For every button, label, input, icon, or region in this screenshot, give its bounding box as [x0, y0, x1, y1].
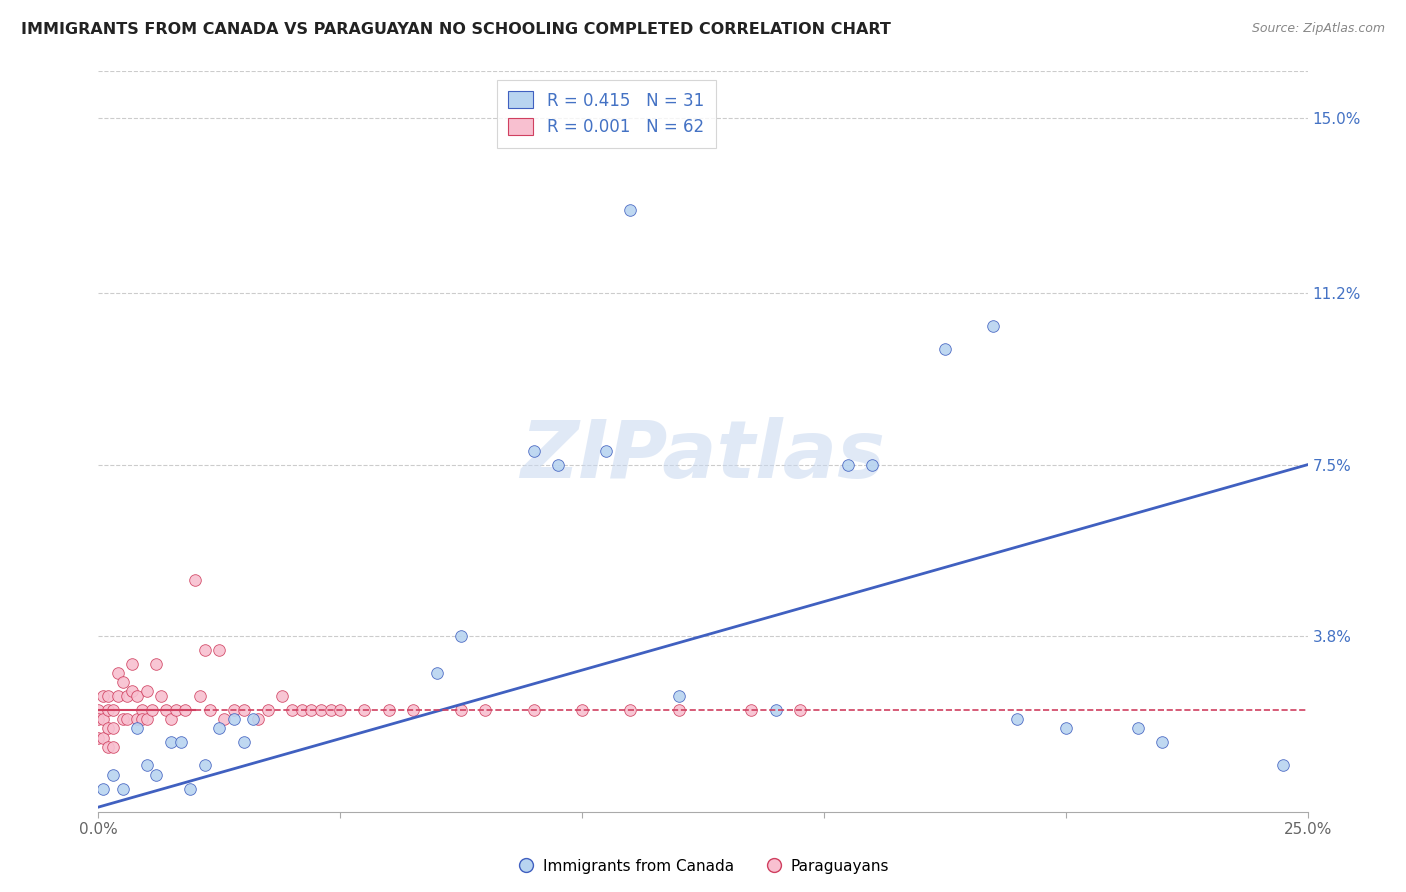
Point — [837, 458, 859, 472]
Point — [281, 703, 304, 717]
Point — [135, 712, 157, 726]
Point — [353, 703, 375, 717]
Point — [402, 703, 425, 717]
Point — [111, 675, 134, 690]
Point — [194, 758, 217, 772]
Point — [329, 703, 352, 717]
Point — [860, 458, 883, 472]
Point — [619, 203, 641, 218]
Point — [934, 342, 956, 356]
Point — [131, 703, 153, 717]
Point — [426, 665, 449, 680]
Point — [107, 689, 129, 703]
Point — [571, 703, 593, 717]
Point — [309, 703, 332, 717]
Point — [1007, 712, 1029, 726]
Point — [668, 703, 690, 717]
Point — [87, 731, 110, 745]
Point — [222, 712, 245, 726]
Point — [107, 665, 129, 680]
Point — [208, 642, 231, 657]
Point — [184, 574, 207, 588]
Point — [160, 712, 183, 726]
Point — [789, 703, 811, 717]
Point — [101, 722, 124, 736]
Point — [1272, 758, 1295, 772]
Point — [198, 703, 221, 717]
Legend: R = 0.415   N = 31, R = 0.001   N = 62: R = 0.415 N = 31, R = 0.001 N = 62 — [496, 79, 716, 148]
Point — [212, 712, 235, 726]
Point — [247, 712, 270, 726]
Point — [271, 689, 294, 703]
Point — [121, 657, 143, 671]
Point — [117, 712, 139, 726]
Point — [299, 703, 322, 717]
Point — [188, 689, 211, 703]
Point — [145, 767, 167, 781]
Point — [97, 703, 120, 717]
Point — [117, 689, 139, 703]
Point — [87, 703, 110, 717]
Point — [127, 722, 149, 736]
Point — [523, 443, 546, 458]
Point — [208, 722, 231, 736]
Point — [242, 712, 264, 726]
Point — [97, 689, 120, 703]
Point — [1054, 722, 1077, 736]
Point — [450, 703, 472, 717]
Text: IMMIGRANTS FROM CANADA VS PARAGUAYAN NO SCHOOLING COMPLETED CORRELATION CHART: IMMIGRANTS FROM CANADA VS PARAGUAYAN NO … — [21, 22, 891, 37]
Point — [981, 318, 1004, 333]
Point — [135, 758, 157, 772]
Point — [765, 703, 787, 717]
Point — [150, 689, 173, 703]
Point — [91, 689, 114, 703]
Point — [165, 703, 187, 717]
Point — [474, 703, 496, 717]
Text: Source: ZipAtlas.com: Source: ZipAtlas.com — [1251, 22, 1385, 36]
Point — [127, 689, 149, 703]
Point — [169, 735, 191, 749]
Point — [595, 443, 617, 458]
Point — [1128, 722, 1150, 736]
Point — [135, 684, 157, 698]
Point — [222, 703, 245, 717]
Point — [232, 703, 254, 717]
Point — [101, 767, 124, 781]
Point — [523, 703, 546, 717]
Point — [668, 689, 690, 703]
Point — [91, 731, 114, 745]
Point — [155, 703, 177, 717]
Point — [179, 781, 201, 796]
Point — [450, 629, 472, 643]
Text: ZIPatlas: ZIPatlas — [520, 417, 886, 495]
Point — [111, 781, 134, 796]
Point — [101, 739, 124, 754]
Point — [174, 703, 197, 717]
Point — [232, 735, 254, 749]
Point — [127, 712, 149, 726]
Point — [141, 703, 163, 717]
Point — [290, 703, 312, 717]
Point — [91, 712, 114, 726]
Point — [145, 657, 167, 671]
Point — [91, 781, 114, 796]
Point — [131, 712, 153, 726]
Point — [97, 739, 120, 754]
Legend: Immigrants from Canada, Paraguayans: Immigrants from Canada, Paraguayans — [510, 853, 896, 880]
Point — [547, 458, 569, 472]
Point — [111, 712, 134, 726]
Point — [194, 642, 217, 657]
Point — [97, 722, 120, 736]
Point — [319, 703, 342, 717]
Point — [256, 703, 278, 717]
Point — [377, 703, 399, 717]
Point — [121, 684, 143, 698]
Point — [740, 703, 762, 717]
Point — [619, 703, 641, 717]
Point — [1152, 735, 1174, 749]
Point — [87, 712, 110, 726]
Point — [160, 735, 183, 749]
Point — [101, 703, 124, 717]
